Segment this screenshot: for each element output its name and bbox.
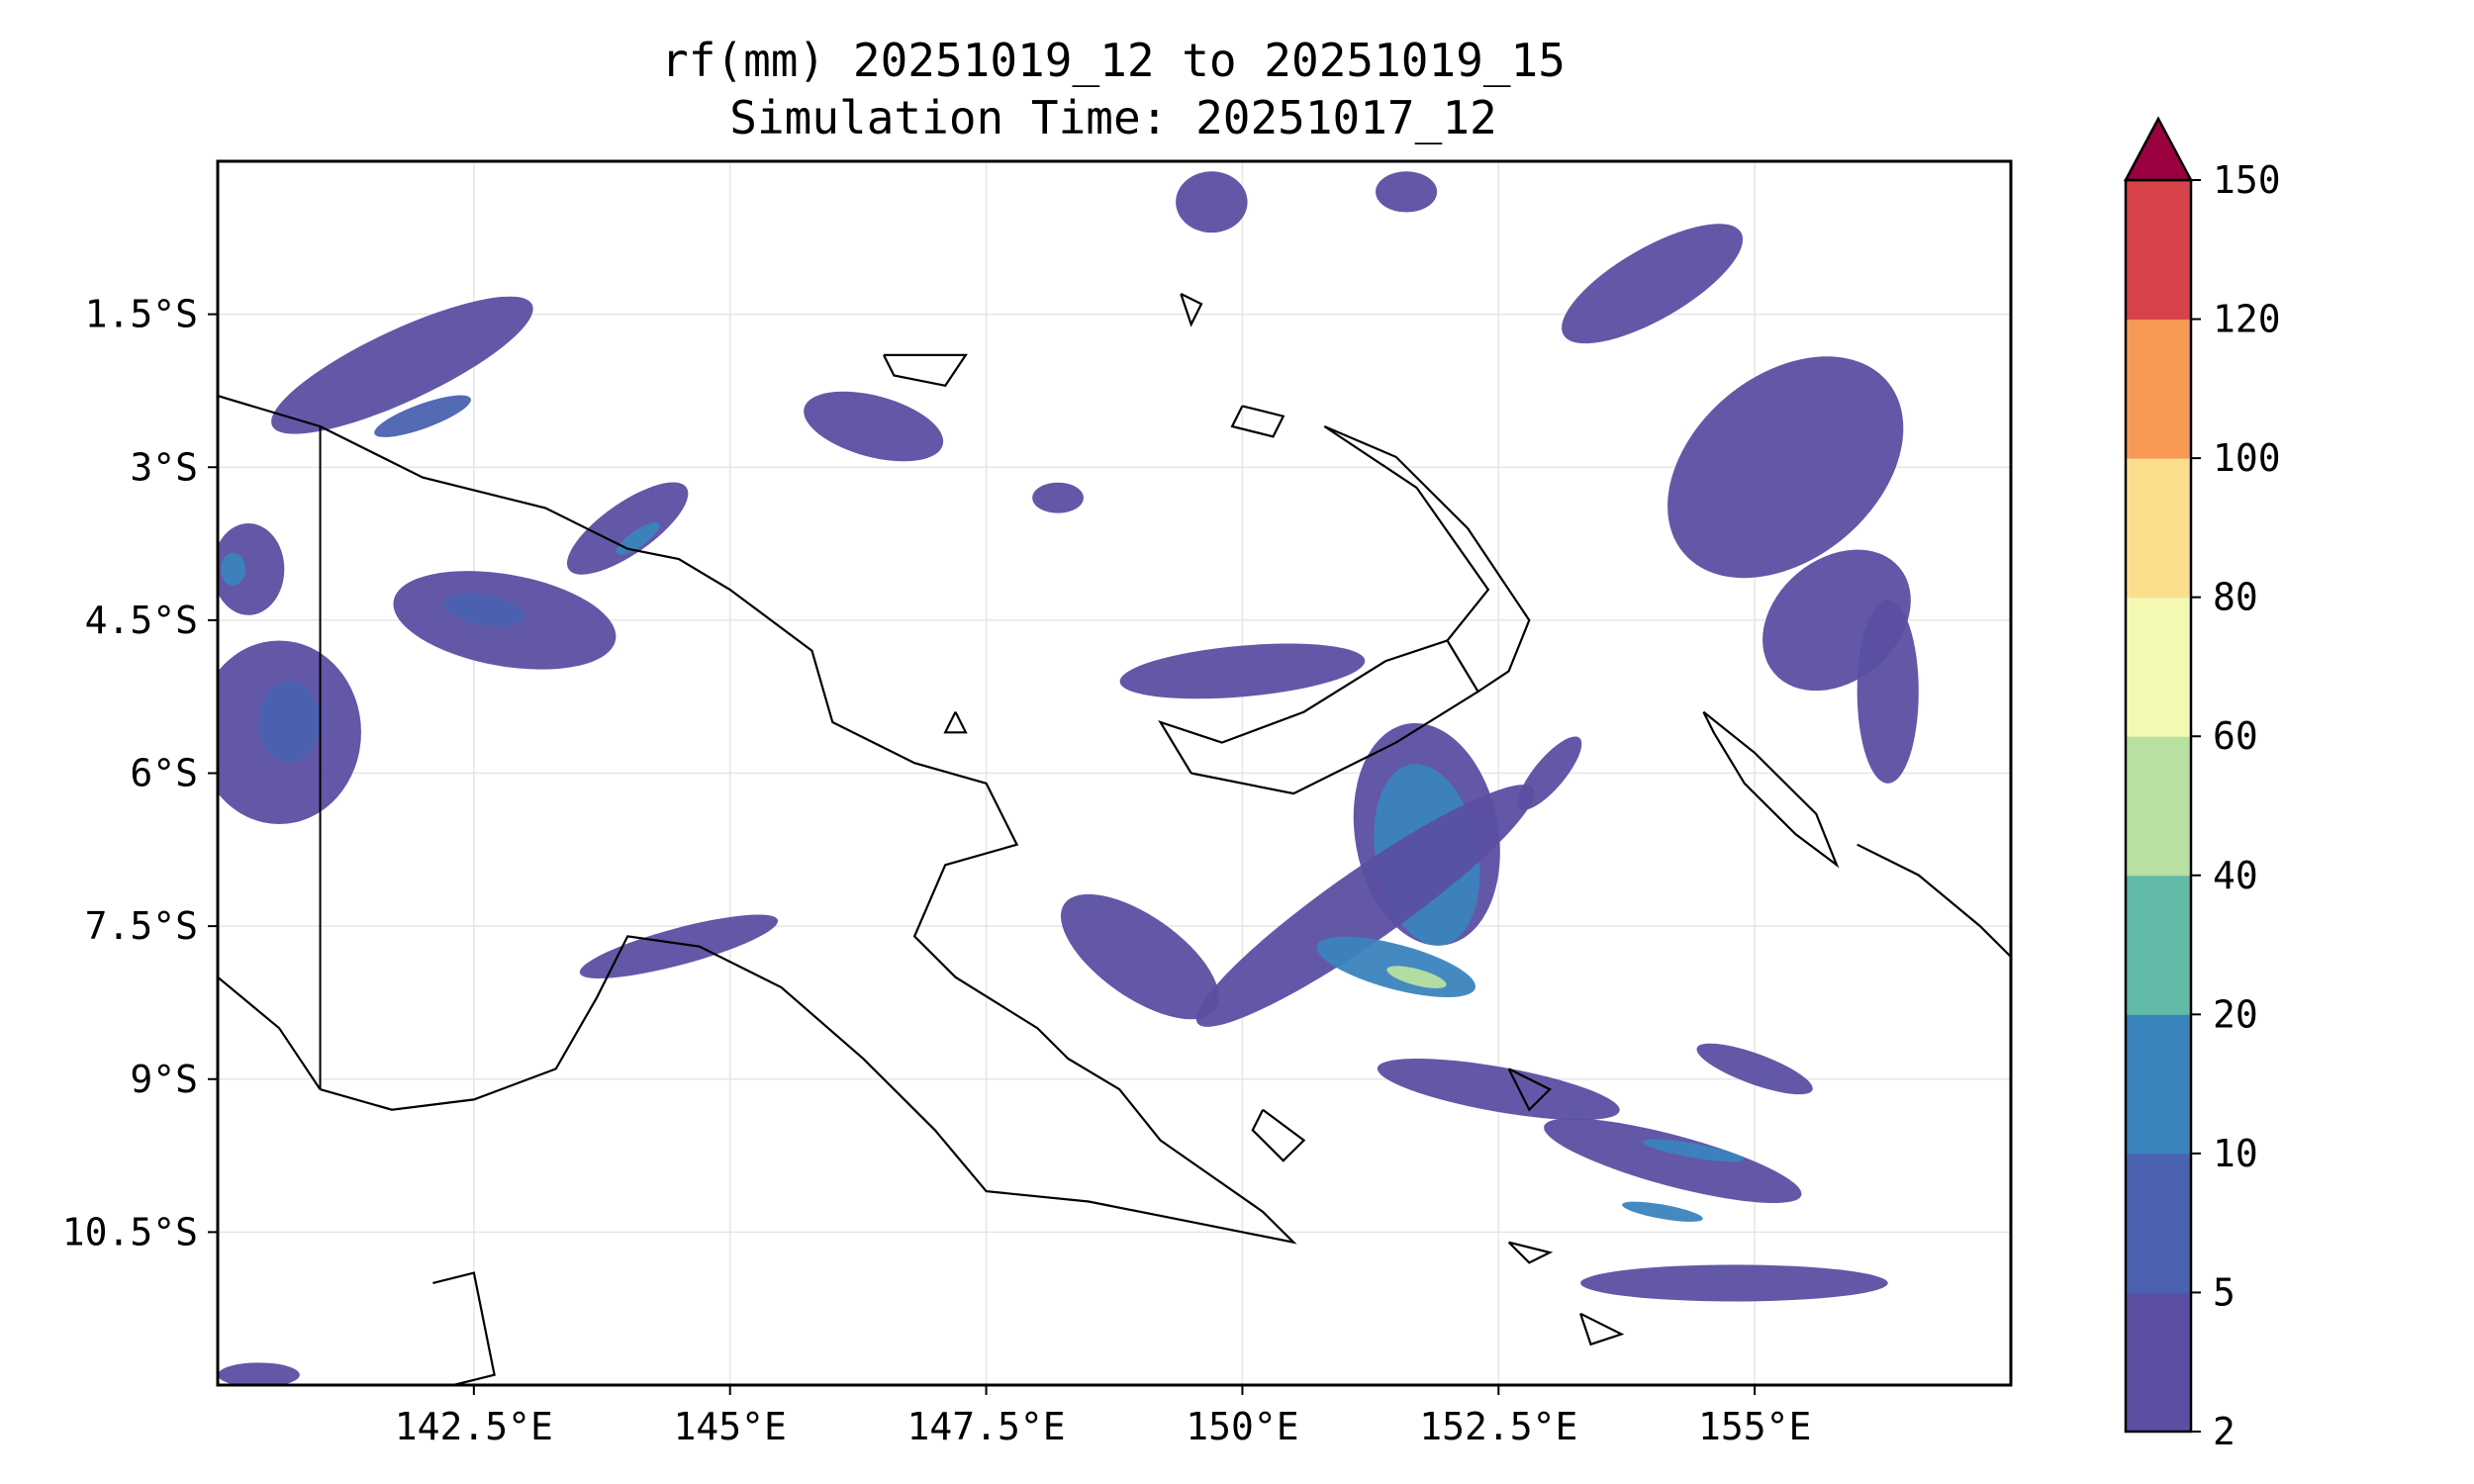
rainfall-contour-region <box>1376 171 1438 213</box>
rainfall-contour-region <box>1580 1264 1888 1302</box>
latitude-axis: 1.5°S 3°S 4.5°S 6°S 7.5°S 9°S 10.5°S <box>62 293 218 1253</box>
rainfall-contour-region <box>258 681 321 764</box>
coastline <box>320 425 1297 1245</box>
colorbar-tick-label: 100 <box>2213 436 2281 480</box>
colorbar-tick-label: 2 <box>2213 1410 2236 1453</box>
coastline <box>1158 639 1480 795</box>
coastline <box>1702 710 1840 869</box>
coastline <box>1251 1108 1306 1162</box>
x-tick-label: 147.5°E <box>906 1405 1065 1448</box>
rainfall-contour-region <box>616 522 660 555</box>
y-tick-label: 3°S <box>130 445 198 489</box>
rainfall-contour-region <box>1060 893 1219 1020</box>
coastline <box>883 353 968 388</box>
colorbar-tick-label: 20 <box>2213 992 2258 1036</box>
colorbar-band <box>2126 458 2191 599</box>
colorbar-band <box>2126 875 2191 1015</box>
y-tick-label: 4.5°S <box>85 599 198 642</box>
rainfall-contours <box>218 171 1919 1385</box>
colorbar-band <box>2126 180 2191 321</box>
figure-title-line-1: rf(mm) 20251019_12 to 20251019_15 <box>661 34 1566 87</box>
coastlines <box>218 293 2011 1385</box>
rainfall-contour-region <box>221 552 245 586</box>
coastline <box>943 711 968 734</box>
rainfall-contour-region <box>1544 1118 1802 1204</box>
coastline <box>1507 1241 1554 1264</box>
rainfall-contour-region <box>1562 224 1744 344</box>
rainfall-contour-region <box>1856 600 1919 784</box>
colorbar-tick-label: 120 <box>2213 298 2281 341</box>
rainfall-contour-region <box>1119 643 1366 699</box>
colorbar-band <box>2126 1153 2191 1293</box>
coastline <box>1856 843 2011 958</box>
rainfall-contour-region <box>374 395 471 437</box>
rainfall-contour-region <box>579 914 779 978</box>
map-panel <box>216 159 2013 1387</box>
coastline <box>1180 293 1203 327</box>
y-tick-label: 9°S <box>130 1058 198 1101</box>
rainfall-contour-region <box>1386 966 1447 988</box>
x-tick-label: 142.5°E <box>395 1405 553 1448</box>
y-tick-label: 10.5°S <box>62 1210 198 1253</box>
colorbar-tick-label: 60 <box>2213 714 2258 758</box>
rainfall-contour-region <box>1517 736 1582 810</box>
colorbar: 2 5 10 20 40 60 80 100 120 150 <box>2123 116 2281 1453</box>
rainfall-contour-region <box>1176 171 1248 233</box>
rainfall-contour-region <box>1667 356 1904 579</box>
rainfall-contour-region <box>804 391 944 462</box>
colorbar-band <box>2126 597 2191 737</box>
coastline <box>218 975 322 1090</box>
rainfall-contour-region <box>271 296 533 434</box>
colorbar-band <box>2126 1292 2191 1433</box>
rainfall-contour-region <box>566 482 689 575</box>
rainfall-contour-region <box>1622 1201 1703 1222</box>
rainfall-contour-region <box>1195 785 1535 1027</box>
colorbar-extend-arrow <box>2123 116 2194 182</box>
rainfall-contour-region <box>218 522 285 615</box>
y-tick-label: 6°S <box>130 752 198 795</box>
colorbar-band <box>2126 1014 2191 1155</box>
coastline <box>1579 1312 1625 1346</box>
colorbar-band <box>2126 319 2191 459</box>
y-tick-label: 1.5°S <box>85 293 198 336</box>
colorbar-tick-label: 5 <box>2213 1270 2236 1314</box>
rainfall-contour-region <box>218 1362 300 1385</box>
rainfall-contour-region <box>1032 482 1084 513</box>
coastline <box>1323 424 1531 693</box>
rainfall-contour-region <box>1643 1139 1745 1162</box>
coastline <box>1230 405 1285 438</box>
x-tick-label: 145°E <box>674 1405 787 1448</box>
colorbar-tick-label: 40 <box>2213 854 2258 897</box>
rainfall-contour-region <box>1696 1043 1813 1095</box>
colorbar-band <box>2126 736 2191 877</box>
figure-title-line-2: Simulation Time: 20251017_12 <box>729 91 1496 144</box>
colorbar-tick-label: 80 <box>2213 576 2258 619</box>
colorbar-tick-label: 10 <box>2213 1132 2258 1175</box>
rainfall-contour-region <box>443 593 525 627</box>
coastline <box>218 395 321 428</box>
x-tick-label: 150°E <box>1186 1405 1298 1448</box>
y-tick-label: 7.5°S <box>85 904 198 948</box>
colorbar-tick-label: 150 <box>2213 158 2281 202</box>
colorbar-frame <box>2124 178 2193 1434</box>
longitude-axis: 142.5°E 145°E 147.5°E 150°E 152.5°E 155°E <box>395 1385 1811 1448</box>
x-tick-label: 155°E <box>1698 1405 1811 1448</box>
x-tick-label: 152.5°E <box>1419 1405 1577 1448</box>
coastline <box>1507 1067 1552 1112</box>
rainfall-contour-region <box>1377 1059 1620 1121</box>
coastline <box>432 1271 496 1385</box>
